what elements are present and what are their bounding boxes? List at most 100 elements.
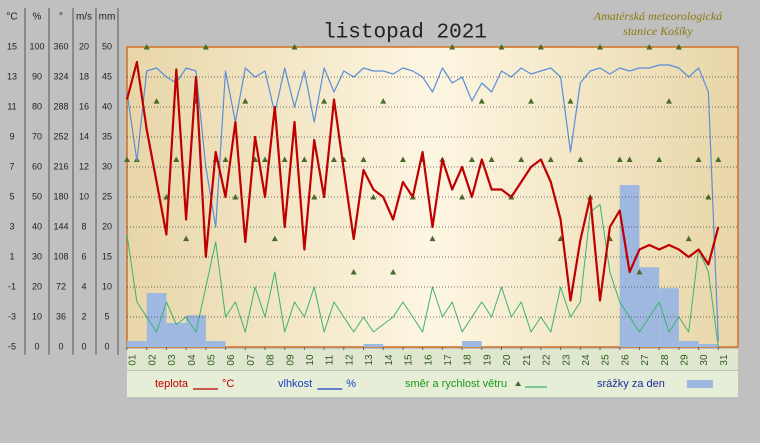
series-line bbox=[126, 64, 719, 342]
station-name: stanice Košíky bbox=[623, 24, 693, 38]
wind-direction bbox=[547, 156, 554, 162]
wind-direction bbox=[528, 98, 535, 104]
x-tick-label: 02 bbox=[147, 354, 158, 366]
precip-bar bbox=[146, 293, 167, 347]
x-tick-label: 03 bbox=[167, 354, 178, 366]
legend-symbol bbox=[515, 381, 522, 386]
y-tick-label: 50 bbox=[102, 41, 112, 51]
wind-direction bbox=[311, 194, 318, 200]
y-tick-label: 20 bbox=[79, 41, 89, 51]
legend-label: směr a rychlost větru bbox=[405, 378, 507, 390]
x-tick-label: 08 bbox=[266, 354, 277, 366]
axis-label: m/s bbox=[76, 12, 92, 23]
wind-direction bbox=[468, 156, 475, 162]
y-tick-label: 0 bbox=[104, 341, 109, 351]
y-tick-label: 40 bbox=[102, 101, 112, 111]
wind-direction bbox=[261, 156, 268, 162]
wind-direction bbox=[666, 98, 673, 104]
precip-bar bbox=[698, 344, 719, 347]
precip-bar bbox=[127, 341, 147, 347]
x-tick-label: 17 bbox=[443, 354, 454, 366]
plot bbox=[124, 44, 722, 348]
wind-direction bbox=[459, 194, 466, 200]
y-tick-label: 324 bbox=[53, 71, 68, 81]
wind-direction bbox=[429, 235, 436, 242]
x-tick-label: 25 bbox=[601, 354, 612, 366]
y-tick-label: 18 bbox=[79, 71, 89, 81]
wind-direction bbox=[242, 98, 249, 104]
wind-direction bbox=[380, 98, 387, 104]
precip-bar bbox=[462, 341, 482, 347]
precip-bar bbox=[205, 341, 226, 347]
x-tick-label: 06 bbox=[226, 354, 237, 366]
wind-direction bbox=[685, 235, 692, 242]
x-tick-label: 14 bbox=[384, 354, 395, 366]
wind-direction bbox=[518, 156, 525, 162]
y-tick-label: 15 bbox=[102, 251, 112, 261]
x-tick-label: 11 bbox=[325, 354, 336, 365]
x-tick-label: 04 bbox=[187, 354, 198, 366]
wind-direction bbox=[449, 44, 456, 50]
y-tick-label: 25 bbox=[102, 191, 112, 201]
legend-symbol bbox=[686, 380, 713, 388]
wind-direction bbox=[567, 98, 574, 104]
y-tick-label: 30 bbox=[32, 251, 42, 261]
axis-label: ° bbox=[59, 12, 63, 23]
x-tick-label: 24 bbox=[581, 354, 592, 366]
legend-label: vlhkost bbox=[278, 378, 312, 390]
x-tick-label: 28 bbox=[660, 354, 671, 366]
x-tick-label: 13 bbox=[364, 354, 375, 366]
precip-bar bbox=[659, 288, 679, 347]
y-tick-label: 180 bbox=[53, 191, 68, 201]
y-tick-label: 14 bbox=[79, 131, 89, 141]
wind-direction bbox=[498, 44, 505, 50]
y-tick-label: 216 bbox=[53, 161, 68, 171]
y-tick-label: -5 bbox=[8, 341, 16, 351]
wind-direction bbox=[577, 156, 584, 162]
x-tick-label: 27 bbox=[640, 354, 651, 366]
y-tick-label: 72 bbox=[56, 281, 66, 291]
wind-direction bbox=[321, 98, 328, 104]
wind-direction bbox=[291, 44, 298, 50]
x-tick-label: 22 bbox=[542, 354, 553, 366]
y-tick-label: 3 bbox=[9, 221, 14, 231]
x-tick-label: 23 bbox=[561, 354, 572, 366]
y-tick-label: 50 bbox=[32, 191, 42, 201]
y-tick-label: 1 bbox=[9, 251, 14, 261]
wind-direction bbox=[124, 156, 130, 162]
y-tick-label: 15 bbox=[7, 41, 17, 51]
y-tick-label: 108 bbox=[53, 251, 68, 261]
legend-box bbox=[127, 371, 738, 397]
y-tick-label: 35 bbox=[102, 131, 112, 141]
y-tick-label: 12 bbox=[79, 161, 89, 171]
wind-direction bbox=[173, 156, 180, 162]
y-tick-label: 16 bbox=[79, 101, 89, 111]
y-tick-label: 45 bbox=[102, 71, 112, 81]
y-tick-label: 2 bbox=[81, 311, 86, 321]
axis-label: mm bbox=[99, 12, 116, 23]
wind-direction bbox=[636, 269, 643, 275]
y-tick-label: 60 bbox=[32, 161, 42, 171]
y-tick-label: 90 bbox=[32, 71, 42, 81]
axis-label: % bbox=[33, 12, 42, 23]
wind-direction bbox=[705, 194, 712, 200]
wind-direction bbox=[153, 98, 160, 104]
station-name: Amatérská meteorologická bbox=[593, 9, 723, 23]
y-tick-label: 4 bbox=[81, 281, 86, 291]
y-tick-label: 9 bbox=[9, 131, 14, 141]
axis-separators bbox=[24, 8, 119, 355]
y-tick-label: 360 bbox=[53, 41, 68, 51]
x-tick-label: 15 bbox=[404, 354, 415, 366]
axis-label: °C bbox=[6, 12, 17, 23]
y-tick-label: 80 bbox=[32, 101, 42, 111]
x-tick-label: 18 bbox=[463, 354, 474, 366]
y-tick-label: 288 bbox=[53, 101, 68, 111]
y-tick-label: -3 bbox=[8, 311, 16, 321]
x-tick-label: 29 bbox=[680, 354, 691, 366]
y-tick-label: 252 bbox=[53, 131, 68, 141]
x-tick-label: 01 bbox=[128, 354, 139, 366]
x-tick-label: 10 bbox=[305, 354, 316, 366]
wind-direction bbox=[360, 156, 367, 162]
y-tick-label: 10 bbox=[32, 311, 42, 321]
